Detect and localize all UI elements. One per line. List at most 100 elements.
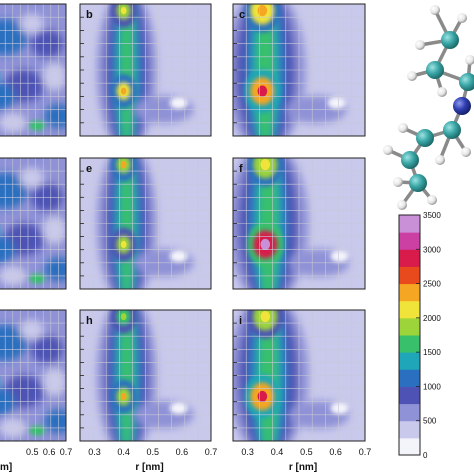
density-peak-core	[120, 7, 127, 15]
density-hole	[327, 97, 346, 109]
density-peak	[29, 425, 46, 436]
colorbar-segment	[399, 266, 420, 285]
colorbar-segment	[399, 420, 420, 439]
panel-letter: b	[86, 9, 93, 21]
panel-grid	[0, 310, 66, 441]
panel-grid	[80, 4, 211, 136]
density-blob	[19, 13, 44, 34]
panel-letter: f	[239, 163, 243, 175]
x-tick-label: 0.5	[300, 447, 313, 457]
hydrogen-atom	[465, 55, 474, 65]
panel-grid	[0, 158, 66, 289]
hydrogen-atom	[383, 145, 393, 155]
hydrogen-atom	[407, 71, 417, 81]
hydrogen-atom	[427, 195, 437, 205]
colorbar-segment	[399, 352, 420, 370]
colorbar-segment	[399, 386, 420, 405]
panel-letter: e	[86, 163, 92, 175]
density-blob	[44, 104, 66, 129]
x-tick-label: 0.7	[60, 447, 73, 457]
panel-grid	[233, 310, 365, 441]
carbon-atom	[426, 61, 444, 79]
colorbar-tick-label: 0	[423, 451, 428, 460]
density-hole	[330, 250, 349, 263]
density-peak-core	[257, 390, 268, 403]
colorbar-segment	[399, 317, 420, 336]
density-blob	[44, 257, 66, 282]
x-axis-label: r [nm]	[289, 462, 317, 473]
hydrogen-atom	[437, 87, 447, 97]
density-hole	[330, 402, 349, 415]
density-peak	[29, 120, 46, 131]
panel-frame	[0, 309, 67, 442]
colorbar-segment	[399, 335, 420, 353]
density-peak-core	[257, 85, 268, 97]
density-peak	[29, 273, 46, 284]
panel-c: c	[232, 3, 366, 137]
density-peak-core	[260, 238, 271, 251]
hydrogen-atom	[435, 155, 445, 165]
density-peak-core	[120, 240, 127, 249]
hydrogen-atom	[415, 40, 425, 50]
density-blob	[44, 409, 66, 434]
panel-left-2	[0, 309, 67, 442]
panel-e: e	[79, 157, 212, 290]
x-tick-label: 0.6	[43, 447, 56, 457]
molecule-structure	[383, 5, 474, 210]
density-blob	[19, 167, 44, 188]
x-tick-label: 0.7	[205, 447, 218, 457]
density-peak-core	[120, 392, 127, 401]
colorbar-tick-label: 1500	[423, 348, 441, 357]
panel-letter: c	[239, 9, 245, 21]
density-peak-core	[257, 5, 268, 17]
colorbar-tick-label: 2000	[423, 314, 441, 323]
x-axis-label: r [nm]	[135, 462, 163, 473]
colorbar-segment	[399, 215, 420, 233]
density-blob	[42, 62, 66, 91]
colorbar-tick-label: 2500	[423, 280, 441, 289]
x-tick-label: 0.5	[26, 447, 39, 457]
x-tick-label: 0.6	[329, 447, 342, 457]
hydrogen-atom	[397, 200, 407, 210]
panel-i: i	[232, 309, 366, 442]
x-tick-label: 0.4	[117, 447, 130, 457]
colorbar-tick-label: 500	[423, 417, 437, 426]
density-blob	[42, 368, 66, 397]
hydrogen-atom	[430, 5, 440, 15]
colorbar-tick-label: 3500	[423, 211, 441, 220]
carbon-atom	[401, 151, 419, 169]
density-peak-core	[120, 160, 127, 169]
colorbar-segment	[399, 283, 420, 302]
x-tick-label: 0.6	[176, 447, 189, 457]
hydrogen-atom	[457, 13, 467, 23]
panel-grid	[233, 158, 365, 289]
panel-grid	[233, 4, 365, 136]
panel-frame	[0, 157, 67, 290]
x-tick-label: 0.3	[241, 447, 254, 457]
x-tick-label: 0.5	[147, 447, 160, 457]
density-peak-core	[120, 312, 127, 321]
colorbar-segment	[399, 249, 420, 267]
colorbar-segment	[399, 437, 420, 456]
colorbar-segment	[399, 232, 420, 250]
panel-left-1	[0, 157, 67, 290]
axes: 0.3 0.4 0.5 0.6 0.7 r [nm] 0.3 0.4 0.5 0.6 0.7 r [n…	[0, 447, 371, 473]
hydrogen-atom	[398, 123, 408, 133]
density-peak-core	[120, 87, 127, 95]
colorbar: 0 500 1000 1500 2000 2500 3000 3500	[398, 211, 441, 460]
x-tick-label: 0.3	[88, 447, 101, 457]
hydrogen-atom	[393, 177, 403, 187]
colorbar-segment	[399, 300, 420, 319]
carbon-atom	[459, 73, 474, 91]
carbon-atom	[441, 31, 459, 49]
panel-grid	[80, 158, 211, 289]
carbon-atom	[409, 174, 427, 192]
colorbar-segment	[399, 369, 420, 387]
panel-grid	[0, 4, 66, 136]
nitrogen-atom	[453, 97, 471, 115]
density-peak-core	[260, 158, 271, 171]
density-hole	[169, 97, 188, 109]
panel-frame	[0, 3, 67, 137]
colorbar-tick-label: 1000	[423, 382, 441, 391]
colorbar-segment	[399, 403, 420, 422]
